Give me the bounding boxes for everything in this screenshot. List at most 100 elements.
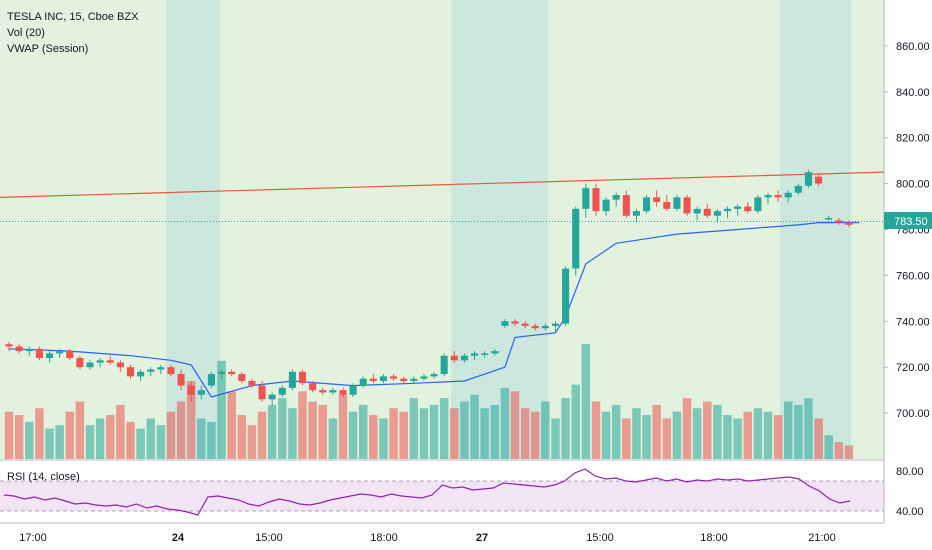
- candle-body: [592, 188, 600, 212]
- volume-bar: [207, 421, 216, 459]
- candle-body: [551, 323, 560, 326]
- volume-bar: [541, 401, 550, 459]
- volume-bar: [166, 411, 176, 459]
- candle-body: [15, 346, 23, 352]
- volume-bar: [186, 381, 196, 459]
- candle-body: [298, 371, 307, 384]
- candle-body: [66, 351, 74, 359]
- time-tick-label: 15:00: [255, 532, 283, 544]
- candle-body: [845, 222, 853, 225]
- volume-bar: [308, 401, 317, 459]
- time-tick-label: 15:00: [586, 532, 614, 544]
- volume-bar: [753, 408, 763, 459]
- candle-body: [703, 208, 711, 216]
- volume-bar: [176, 401, 186, 459]
- candle-body: [309, 383, 317, 391]
- volume-bar: [611, 404, 621, 459]
- candle-body: [501, 321, 509, 326]
- rsi-legend[interactable]: RSI (14, close): [7, 471, 80, 483]
- candle-body: [612, 195, 620, 200]
- candle-body: [106, 360, 114, 363]
- candle-body: [329, 390, 337, 393]
- volume-bar: [794, 404, 803, 459]
- volume-bar: [733, 418, 742, 459]
- volume-bar: [551, 418, 560, 459]
- symbol-legend[interactable]: TESLA INC, 15, Cboe BZX: [7, 11, 139, 23]
- volume-bar: [723, 415, 732, 459]
- last-price-label: 783.50: [894, 216, 928, 228]
- vwap-legend[interactable]: VWAP (Session): [7, 43, 88, 55]
- candle-body: [258, 385, 266, 400]
- volume-bar: [136, 428, 145, 459]
- candle-body: [238, 374, 246, 381]
- volume-bar: [561, 398, 570, 459]
- candle-body: [319, 390, 327, 393]
- volume-bar: [65, 411, 75, 459]
- price-tick-label: 720.00: [896, 362, 930, 374]
- volume-bar: [156, 425, 166, 459]
- candle-body: [531, 325, 539, 329]
- candle-body: [369, 378, 377, 381]
- candle-body: [713, 211, 721, 216]
- time-tick-label: 27: [476, 532, 488, 544]
- volume-bar: [85, 425, 95, 459]
- price-axis-background: [884, 0, 932, 550]
- volume-bar: [500, 387, 510, 459]
- candle-body: [248, 380, 256, 386]
- candle-body: [602, 199, 610, 212]
- volume-bar: [632, 408, 641, 459]
- volume-bar: [662, 418, 672, 459]
- candle-body: [450, 355, 458, 361]
- candle-body: [562, 268, 570, 324]
- candle-body: [804, 172, 813, 186]
- volume-bar: [652, 404, 661, 459]
- candle-body: [410, 378, 418, 381]
- volume-bar: [348, 411, 358, 459]
- price-tick-label: 800.00: [896, 179, 930, 191]
- candle-body: [157, 367, 165, 370]
- candle-body: [723, 208, 732, 212]
- rsi-pane: [0, 468, 884, 516]
- volume-bar: [45, 428, 54, 459]
- volume-bar: [743, 411, 752, 459]
- candle-body: [521, 323, 529, 326]
- volume-bar: [227, 391, 236, 459]
- candle-body: [35, 348, 43, 359]
- volume-bar: [197, 418, 206, 459]
- volume-bar: [75, 401, 85, 459]
- candle-body: [137, 371, 145, 377]
- price-tick-label: 760.00: [896, 270, 930, 282]
- time-axis-background: [0, 523, 884, 550]
- candle-body: [774, 195, 782, 198]
- candle-body: [339, 390, 347, 395]
- candle-body: [379, 376, 388, 381]
- candle-body: [784, 192, 792, 198]
- candle-body: [288, 371, 296, 388]
- candle-body: [663, 201, 671, 209]
- candle-body: [683, 197, 691, 214]
- volume-bar: [55, 425, 64, 459]
- volume-bar: [217, 360, 226, 459]
- volume-bar: [126, 421, 135, 459]
- time-tick-label: 21:00: [808, 532, 836, 544]
- volume-bar: [25, 421, 34, 459]
- volume-bar: [409, 398, 419, 459]
- candle-body: [744, 206, 752, 212]
- time-tick-label: 18:00: [700, 532, 728, 544]
- regular-session-background: [0, 0, 884, 459]
- volume-bar: [247, 425, 257, 459]
- volume-bar: [622, 418, 631, 459]
- volume-bar: [237, 415, 247, 459]
- candle-body: [278, 387, 286, 395]
- volume-legend[interactable]: Vol (20): [7, 27, 45, 39]
- candle-body: [582, 188, 590, 209]
- candle-body: [167, 367, 175, 375]
- candle-body: [754, 197, 762, 212]
- price-tick-label: 820.00: [896, 133, 930, 145]
- time-tick-label: 24: [172, 532, 185, 544]
- candle-body: [197, 390, 205, 395]
- candle-body: [430, 374, 438, 377]
- volume-bar: [571, 384, 580, 459]
